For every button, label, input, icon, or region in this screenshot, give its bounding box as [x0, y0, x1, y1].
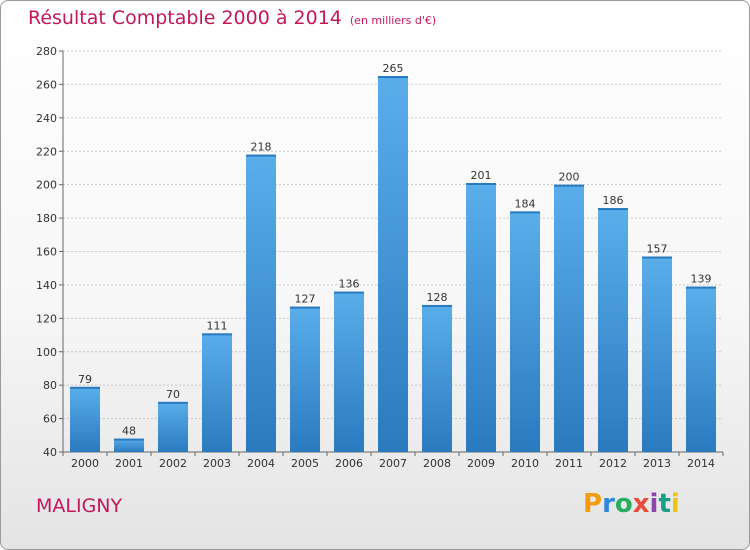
y-tick-label: 260 [36, 78, 57, 91]
place-name: MALIGNY [36, 495, 123, 517]
bar-top-2010 [510, 211, 540, 214]
value-label-2010: 184 [515, 197, 536, 210]
bar-2014 [686, 286, 716, 452]
x-tick-label-2002: 2002 [159, 457, 187, 470]
value-label-2006: 136 [339, 278, 360, 291]
x-tick-label-2005: 2005 [291, 457, 319, 470]
bar-2003 [202, 333, 232, 452]
x-tick-label-2010: 2010 [511, 457, 539, 470]
labels: 40 60 80 100 120 140 160 180 200 220 240 260 280 79 20… [36, 45, 715, 470]
bar-top-2014 [686, 286, 716, 289]
bar-2011 [554, 184, 584, 452]
x-tick-label-2014: 2014 [687, 457, 715, 470]
value-label-2003: 111 [207, 319, 228, 332]
x-tick-label-2007: 2007 [379, 457, 407, 470]
y-tick-label: 60 [43, 413, 57, 426]
logo-letter: r [602, 489, 615, 519]
x-tick-label-2012: 2012 [599, 457, 627, 470]
title-unit: (en milliers d'€) [349, 14, 437, 27]
logo-letter: i [670, 489, 680, 519]
y-tick-label: 140 [36, 279, 57, 292]
value-label-2011: 200 [559, 171, 580, 184]
bar-2007 [378, 76, 408, 452]
bar-top-2003 [202, 333, 232, 336]
value-label-2008: 128 [427, 291, 448, 304]
x-tick-label-2003: 2003 [203, 457, 231, 470]
logo-letter: i [649, 489, 659, 519]
bar-top-2007 [378, 76, 408, 79]
bar-2001 [114, 438, 144, 452]
value-label-2012: 186 [603, 194, 624, 207]
bar-2012 [598, 208, 628, 452]
value-label-2013: 157 [647, 243, 668, 256]
bar-top-2002 [158, 401, 188, 404]
bar-2005 [290, 306, 320, 452]
logo-letter: x [632, 489, 650, 519]
bar-2002 [158, 401, 188, 452]
value-label-2001: 48 [122, 425, 136, 438]
bar-top-2004 [246, 154, 276, 157]
bar-2008 [422, 304, 452, 452]
bar-top-2011 [554, 184, 584, 187]
y-tick-label: 120 [36, 312, 57, 325]
logo-letter: o [614, 489, 633, 519]
bar-top-2013 [642, 256, 672, 259]
title-text: Résultat Comptable 2000 à 2014 [28, 7, 342, 29]
chart-title: Résultat Comptable 2000 à 2014 (en millie… [28, 7, 436, 29]
y-tick-label: 220 [36, 145, 57, 158]
value-label-2009: 201 [471, 169, 492, 182]
value-label-2000: 79 [78, 373, 92, 386]
y-tick-label: 80 [43, 379, 57, 392]
y-tick-label: 40 [43, 446, 57, 459]
bar-top-2001 [114, 438, 144, 441]
value-label-2007: 265 [383, 62, 404, 75]
value-label-2014: 139 [691, 273, 712, 286]
value-label-2004: 218 [251, 141, 272, 154]
bar-top-2000 [70, 386, 100, 389]
bar-top-2006 [334, 291, 364, 294]
x-tick-label-2013: 2013 [643, 457, 671, 470]
y-tick-label: 200 [36, 179, 57, 192]
y-tick-label: 180 [36, 212, 57, 225]
logo-letter: P [583, 489, 603, 519]
value-label-2005: 127 [295, 293, 316, 306]
y-tick-label: 160 [36, 246, 57, 259]
bar-top-2005 [290, 306, 320, 309]
bars [70, 76, 716, 452]
bar-top-2009 [466, 182, 496, 185]
bar-2013 [642, 256, 672, 452]
x-tick-label-2000: 2000 [71, 457, 99, 470]
x-tick-label-2001: 2001 [115, 457, 143, 470]
y-tick-label: 280 [36, 45, 57, 58]
value-label-2002: 70 [166, 388, 180, 401]
bar-2010 [510, 211, 540, 452]
proxiti-logo[interactable]: Proxiti [583, 489, 680, 519]
bar-2006 [334, 291, 364, 452]
bar-2009 [466, 182, 496, 452]
x-tick-label-2004: 2004 [247, 457, 275, 470]
bar-2000 [70, 386, 100, 452]
bar-top-2012 [598, 208, 628, 211]
y-tick-label: 240 [36, 112, 57, 125]
y-tick-label: 100 [36, 346, 57, 359]
x-tick-label-2011: 2011 [555, 457, 583, 470]
x-tick-label-2008: 2008 [423, 457, 451, 470]
bar-2004 [246, 154, 276, 452]
bar-top-2008 [422, 304, 452, 307]
x-tick-label-2009: 2009 [467, 457, 495, 470]
x-tick-label-2006: 2006 [335, 457, 363, 470]
logo-letter: t [658, 489, 671, 519]
